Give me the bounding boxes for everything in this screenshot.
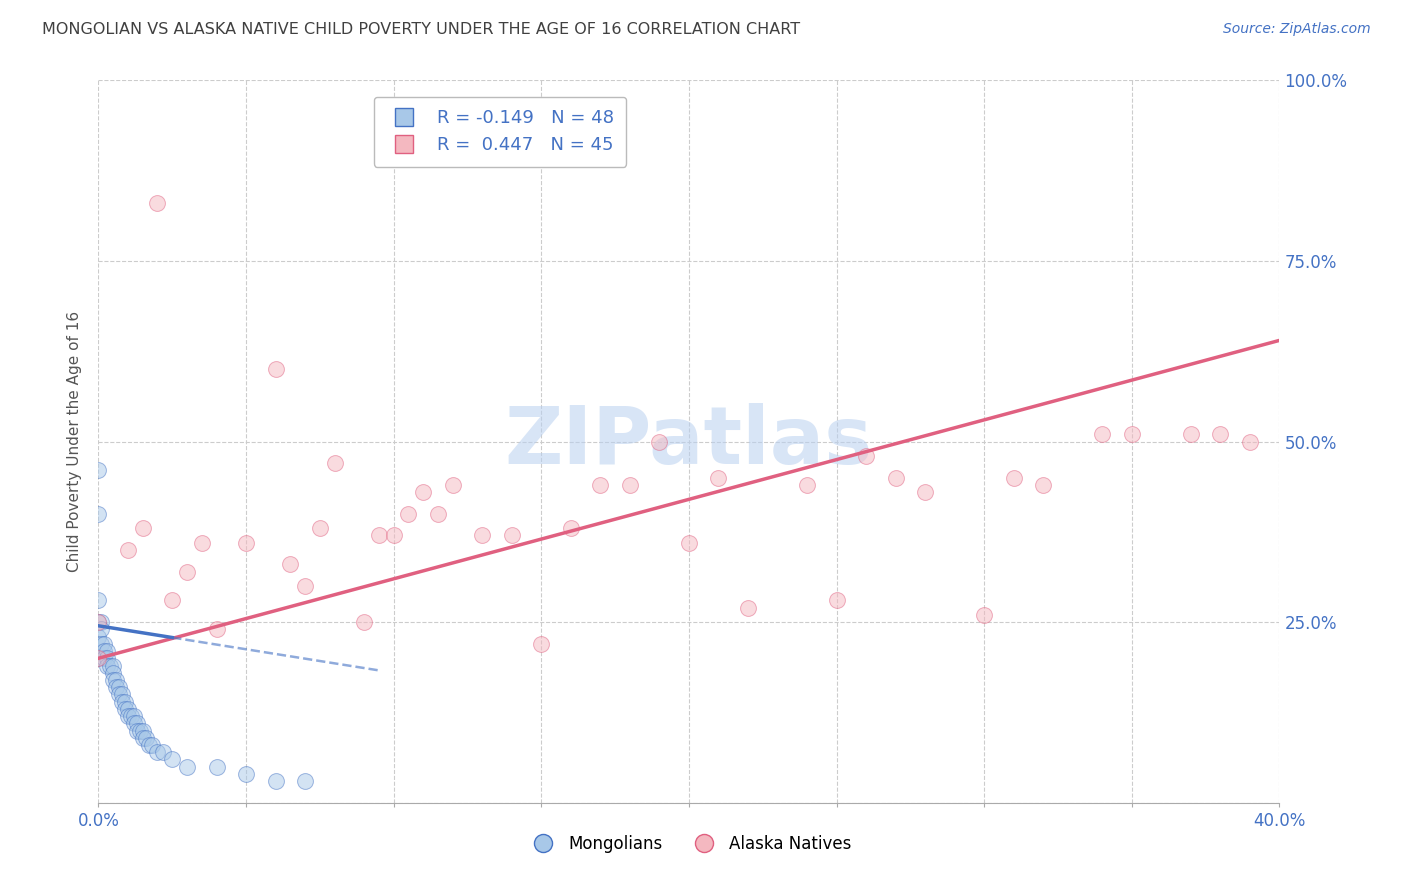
Point [382, 528, 405, 542]
Point [323, 456, 346, 470]
Point [678, 535, 700, 549]
Point [117, 542, 139, 557]
Point [117, 702, 139, 716]
Point [1180, 427, 1202, 442]
Point [825, 593, 848, 607]
Point [737, 600, 759, 615]
Point [125, 723, 148, 738]
Point [87, 507, 110, 521]
Point [1032, 478, 1054, 492]
Point [87, 463, 110, 477]
Point [90, 615, 112, 630]
Point [93, 651, 115, 665]
Point [1121, 427, 1143, 442]
Point [1091, 427, 1114, 442]
Point [309, 521, 332, 535]
Text: ZIPatlas: ZIPatlas [505, 402, 873, 481]
Point [589, 478, 612, 492]
Point [146, 196, 169, 211]
Point [1002, 470, 1025, 484]
Point [648, 434, 671, 449]
Point [96, 658, 118, 673]
Point [619, 478, 641, 492]
Point [205, 760, 228, 774]
Point [120, 709, 142, 723]
Point [132, 731, 155, 745]
Point [132, 723, 155, 738]
Point [93, 644, 115, 658]
Point [176, 760, 198, 774]
Point [501, 528, 523, 542]
Point [146, 745, 169, 759]
Point [707, 470, 730, 484]
Point [105, 673, 128, 687]
Point [884, 470, 907, 484]
Point [914, 485, 936, 500]
Point [1239, 434, 1261, 449]
Point [103, 673, 125, 687]
Point [796, 478, 818, 492]
Point [114, 695, 136, 709]
Text: Source: ZipAtlas.com: Source: ZipAtlas.com [1223, 22, 1371, 37]
Point [530, 637, 553, 651]
Point [87, 615, 110, 630]
Point [93, 637, 115, 651]
Point [412, 485, 434, 500]
Point [398, 507, 420, 521]
Point [162, 752, 183, 766]
Point [205, 623, 228, 637]
Point [162, 593, 183, 607]
Point [135, 731, 157, 745]
Point [280, 558, 302, 572]
Point [114, 702, 136, 716]
Y-axis label: Child Poverty Under the Age of 16: Child Poverty Under the Age of 16 [67, 311, 83, 572]
Point [235, 767, 257, 781]
Point [96, 651, 118, 665]
Point [294, 579, 316, 593]
Point [87, 630, 110, 644]
Point [90, 637, 112, 651]
Point [855, 449, 877, 463]
Point [1209, 427, 1232, 442]
Point [368, 528, 391, 542]
Point [132, 521, 155, 535]
Point [98, 658, 121, 673]
Point [122, 709, 145, 723]
Point [108, 680, 131, 694]
Point [111, 695, 134, 709]
Point [191, 535, 214, 549]
Point [264, 362, 287, 376]
Point [122, 716, 145, 731]
Point [152, 745, 174, 759]
Point [87, 615, 110, 630]
Point [560, 521, 582, 535]
Point [117, 709, 139, 723]
Point [105, 680, 128, 694]
Point [294, 774, 316, 789]
Point [90, 623, 112, 637]
Point [111, 687, 134, 701]
Point [87, 593, 110, 607]
Point [471, 528, 494, 542]
Point [87, 651, 110, 665]
Point [235, 535, 257, 549]
Point [138, 738, 160, 752]
Point [96, 644, 118, 658]
Point [353, 615, 375, 630]
Point [427, 507, 450, 521]
Point [141, 738, 163, 752]
Text: MONGOLIAN VS ALASKA NATIVE CHILD POVERTY UNDER THE AGE OF 16 CORRELATION CHART: MONGOLIAN VS ALASKA NATIVE CHILD POVERTY… [42, 22, 800, 37]
Point [108, 687, 131, 701]
Point [441, 478, 464, 492]
Point [103, 658, 125, 673]
Point [128, 723, 150, 738]
Point [103, 665, 125, 680]
Point [973, 607, 995, 622]
Point [87, 651, 110, 665]
Point [176, 565, 198, 579]
Point [264, 774, 287, 789]
Legend: Mongolians, Alaska Natives: Mongolians, Alaska Natives [520, 828, 858, 860]
Point [125, 716, 148, 731]
